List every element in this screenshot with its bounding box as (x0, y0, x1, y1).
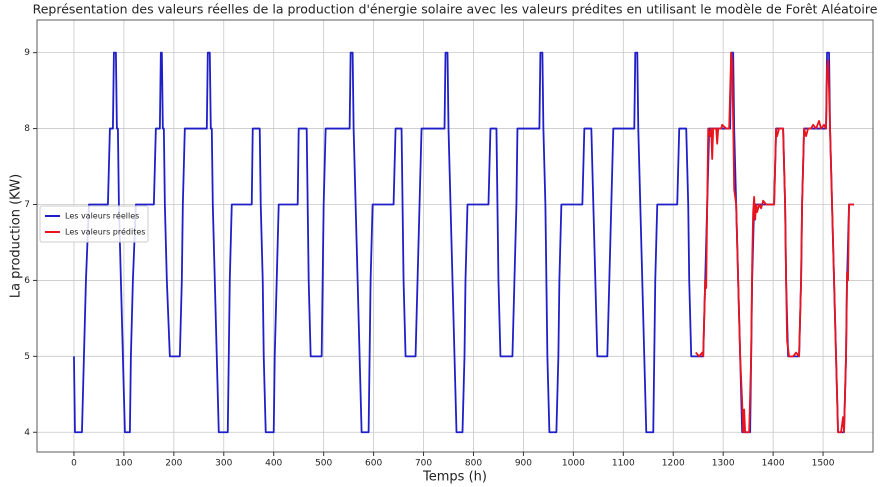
y-axis-label: La production (KW) (9, 174, 24, 298)
x-tick-label: 0 (71, 459, 77, 469)
x-tick-label: 100 (115, 459, 132, 469)
legend-label: Les valeurs réelles (65, 211, 139, 221)
chart-title: Représentation des valeurs réelles de la… (33, 2, 878, 17)
legend-box (39, 205, 149, 243)
x-tick-label: 300 (215, 459, 232, 469)
x-axis-label: Temps (h) (422, 470, 487, 485)
x-tick-label: 1500 (812, 459, 835, 469)
y-tick-label: 5 (24, 352, 30, 362)
x-tick-label: 1300 (712, 459, 735, 469)
x-tick-label: 1100 (612, 459, 635, 469)
x-tick-label: 500 (315, 459, 332, 469)
x-tick-label: 1200 (662, 459, 685, 469)
y-tick-label: 7 (24, 200, 30, 210)
y-tick-label: 8 (24, 124, 30, 134)
x-tick-label: 1000 (562, 459, 585, 469)
x-tick-label: 700 (415, 459, 432, 469)
plot-frame (36, 19, 874, 453)
x-tick-label: 600 (365, 459, 382, 469)
y-tick-label: 6 (24, 276, 30, 286)
legend-label: Les valeurs prédites (65, 227, 145, 237)
y-tick-label: 9 (24, 48, 30, 58)
x-tick-label: 900 (515, 459, 532, 469)
x-tick-label: 1400 (762, 459, 785, 469)
data-line (73, 51, 855, 434)
x-tick-label: 800 (465, 459, 482, 469)
x-tick-label: 400 (265, 459, 282, 469)
data-line (695, 51, 855, 434)
y-tick-label: 4 (24, 428, 30, 438)
x-tick-label: 200 (165, 459, 182, 469)
